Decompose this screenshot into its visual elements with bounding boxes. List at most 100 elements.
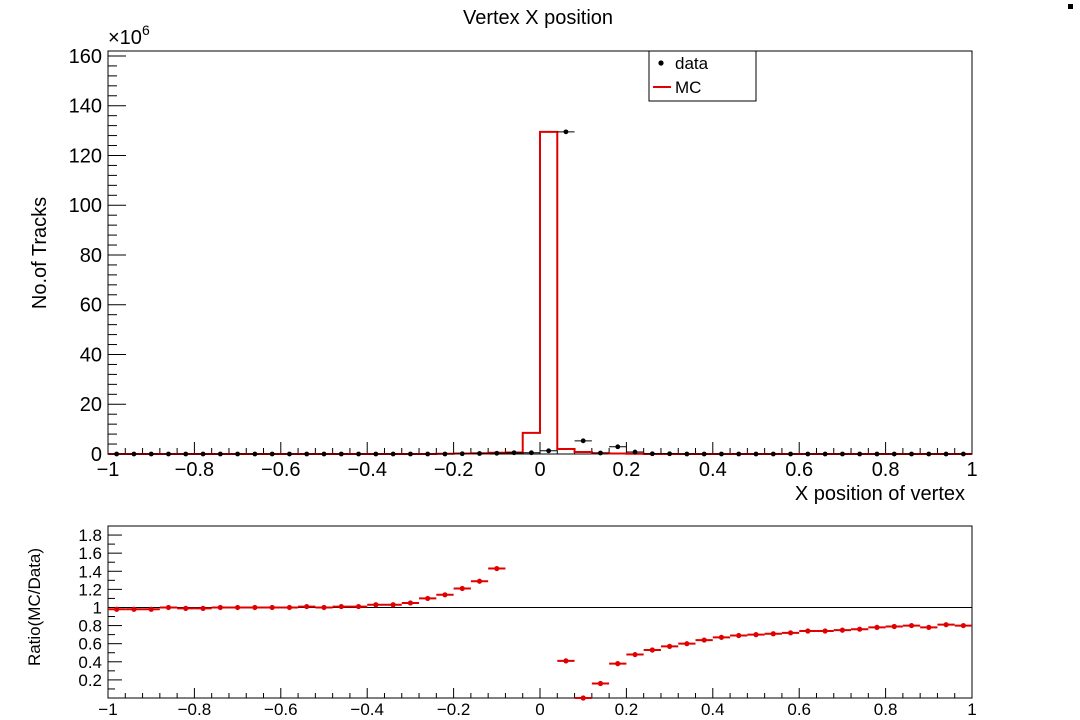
legend: data MC: [648, 50, 757, 102]
ratio-x-tick-label: 0.4: [701, 700, 725, 719]
ratio-point: [839, 627, 846, 633]
data-point: [114, 451, 120, 457]
data-point: [494, 450, 500, 456]
data-point: [840, 451, 845, 457]
data-point: [338, 451, 344, 457]
data-point: [477, 451, 482, 456]
data-point: [390, 451, 396, 457]
ratio-point: [770, 631, 776, 637]
x-tick-label: 0.2: [612, 459, 640, 481]
data-point: [546, 448, 552, 454]
data-point: [874, 451, 880, 457]
data-point: [200, 451, 206, 457]
y-tick-label: 40: [80, 344, 102, 366]
data-point: [563, 129, 569, 135]
data-point: [252, 451, 258, 457]
data-point: [580, 438, 586, 444]
data-point: [166, 451, 171, 457]
data-point: [667, 451, 672, 457]
data-point: [632, 449, 638, 455]
ratio-y-tick-label: 0.2: [78, 671, 102, 690]
data-point: [891, 451, 897, 457]
ratio-point: [822, 628, 828, 634]
data-point: [822, 451, 828, 457]
data-point: [217, 451, 223, 457]
ratio-point: [891, 623, 897, 630]
main-histogram-panel: Vertex X position −1 −0.8 −0.6 −0.4 −0.2 0 0.2…: [29, 7, 978, 505]
x-tick-label: −0.4: [347, 459, 386, 481]
data-point: [926, 451, 932, 457]
data-point: [425, 451, 431, 457]
x-tick-label: 0.6: [785, 459, 813, 481]
ratio-point: [632, 651, 638, 658]
ratio-point: [131, 606, 137, 612]
y-tick-label: 120: [69, 145, 102, 167]
ratio-point: [355, 603, 362, 610]
ratio-axis-ticks: −1 −0.8 −0.6 −0.4 −0.2 0 0.2 0.4 0.6 0.8 10.20.40.…: [78, 526, 976, 719]
x-tick-label: −0.2: [434, 459, 473, 481]
ratio-point: [442, 592, 448, 598]
ratio-point: [874, 624, 880, 630]
ratio-x-tick-label: 1: [967, 700, 976, 719]
x-tick-label: −0.6: [261, 459, 300, 481]
ratio-point: [684, 641, 690, 647]
ratio-point: [805, 628, 811, 634]
ratio-x-tick-label: −0.6: [264, 700, 298, 719]
ratio-point: [217, 604, 223, 611]
ratio-x-tick-label: −0.4: [350, 700, 384, 719]
y-tick-label: 0: [91, 444, 102, 466]
ratio-point: [649, 647, 655, 653]
y-multiplier-label: ×106: [108, 22, 150, 49]
data-point: [235, 451, 241, 457]
ratio-point: [252, 604, 258, 611]
data-point: [511, 450, 517, 456]
data-point: [408, 451, 413, 457]
ratio-point: [148, 606, 154, 612]
x-tick-label: 0: [534, 459, 545, 481]
legend-label-mc: MC: [675, 78, 701, 97]
ratio-y-tick-label: 1.8: [78, 526, 102, 545]
ratio-point: [580, 695, 586, 701]
ratio-point: [476, 578, 483, 584]
x-axis-label: X position of vertex: [795, 483, 965, 505]
x-tick-label: 1: [966, 459, 977, 481]
top-axis-ticks: −1 −0.8 −0.6 −0.4 −0.2 0 0.2 0.4 0.6 0.8 1 0 20 40 60 8…: [69, 46, 978, 481]
ratio-point: [269, 604, 275, 611]
ratio-x-tick-label: 0.6: [787, 700, 811, 719]
data-point: [304, 451, 310, 457]
x-tick-label: 0.4: [699, 459, 727, 481]
data-point: [943, 451, 949, 457]
ratio-point: [736, 632, 742, 639]
ratio-point: [459, 585, 465, 592]
y-tick-label: 80: [80, 245, 102, 267]
ratio-y-tick-label: 0.6: [78, 635, 102, 654]
y-tick-label: 100: [69, 195, 102, 217]
data-point: [598, 450, 603, 456]
ratio-point: [667, 643, 673, 650]
ratio-y-tick-label: 1.2: [78, 580, 102, 599]
y-tick-label: 140: [69, 96, 102, 118]
data-point: [321, 451, 327, 457]
ratio-point: [373, 602, 379, 608]
data-point: [356, 451, 361, 457]
y-axis-label: No.of Tracks: [29, 197, 51, 309]
ratio-y-tick-label: 0.8: [78, 617, 102, 636]
ratio-point: [960, 622, 966, 629]
ratio-point: [718, 634, 725, 640]
top-series-layer: [108, 129, 972, 457]
data-point: [719, 451, 724, 457]
ratio-point: [114, 606, 120, 612]
data-point: [857, 451, 863, 457]
ratio-point: [563, 658, 569, 664]
data-point: [183, 451, 189, 457]
corner-marker: [1068, 4, 1073, 9]
ratio-point: [407, 600, 413, 606]
data-point: [269, 451, 275, 457]
data-point: [684, 451, 690, 457]
data-point: [131, 451, 137, 457]
legend-data-marker: [658, 60, 664, 66]
data-point: [442, 451, 448, 457]
ratio-point: [321, 604, 327, 611]
ratio-x-tick-label: 0.2: [615, 700, 639, 719]
ratio-point: [390, 602, 396, 608]
